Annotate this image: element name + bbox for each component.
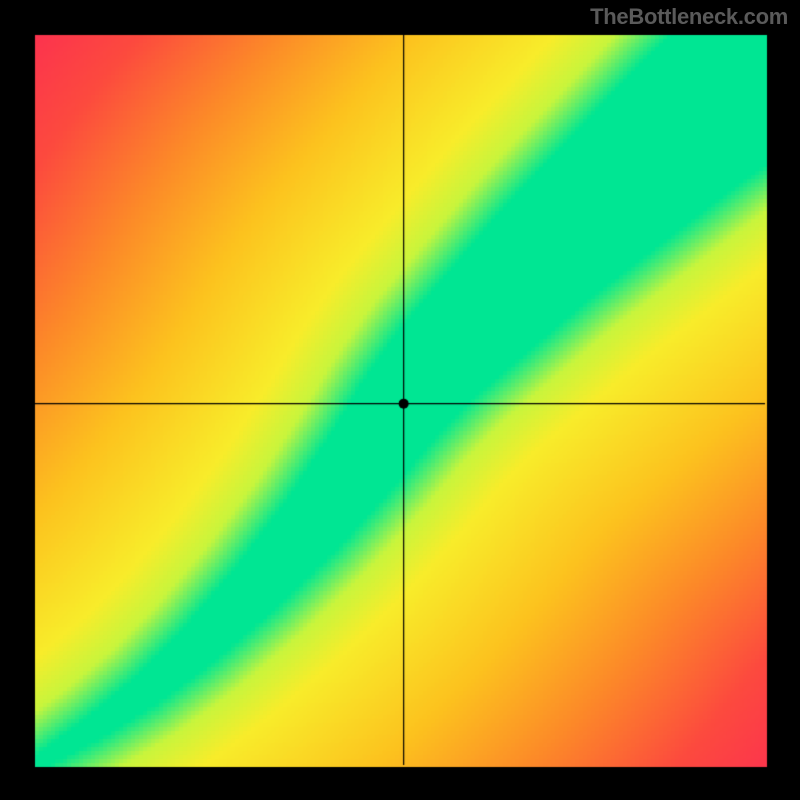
chart-container: TheBottleneck.com [0,0,800,800]
watermark-text: TheBottleneck.com [590,4,788,30]
bottleneck-heatmap [0,0,800,800]
